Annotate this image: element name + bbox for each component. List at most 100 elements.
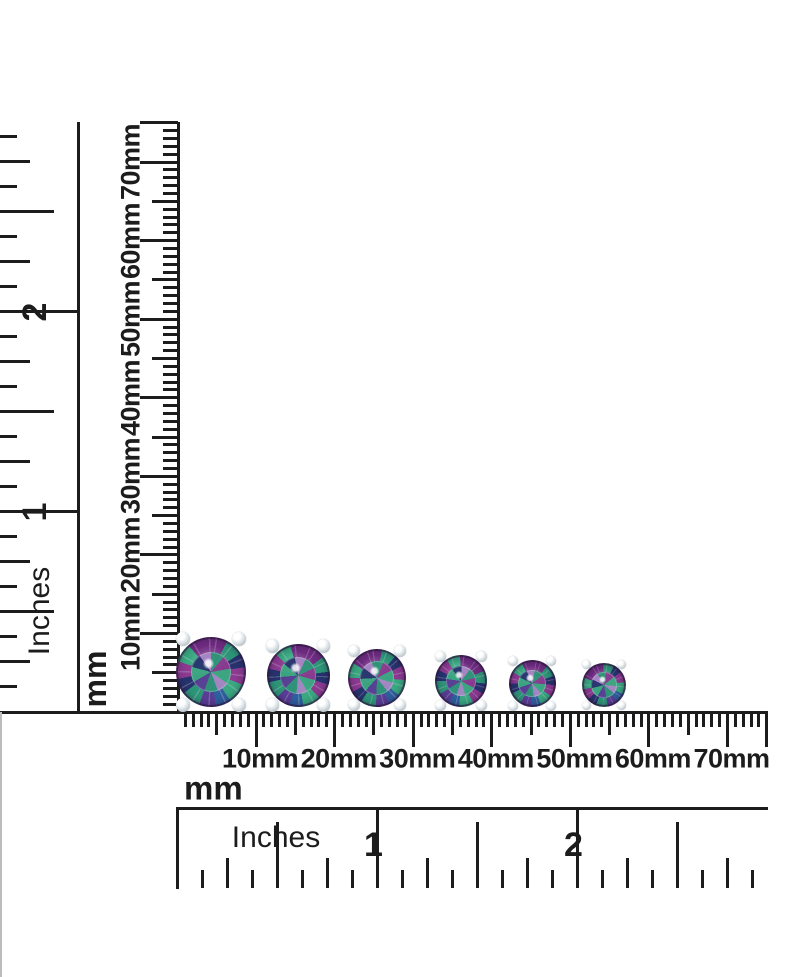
prong-tip	[508, 700, 519, 711]
tick-mark	[238, 713, 242, 727]
tick-mark	[140, 474, 178, 478]
prong-tip	[231, 631, 247, 647]
prong-tip	[266, 698, 280, 712]
tick-mark	[152, 514, 178, 518]
tick-mark	[309, 713, 313, 727]
tick-mark	[326, 858, 329, 888]
tick-mark	[270, 713, 274, 727]
tick-mark	[553, 713, 557, 727]
tick-mark	[545, 713, 549, 727]
tick-mark	[163, 136, 178, 140]
tick-mark	[163, 411, 178, 415]
tick-mark	[419, 713, 423, 727]
tick-mark	[201, 870, 204, 888]
tick-mark	[443, 713, 447, 727]
tick-mark	[163, 309, 178, 313]
tick-mark	[751, 870, 754, 888]
tick-mark	[183, 713, 187, 727]
gem-stone-face	[266, 644, 330, 707]
tick-mark	[163, 576, 178, 580]
tick-mark	[223, 713, 227, 727]
tick-mark	[140, 396, 178, 400]
tick-mark	[490, 713, 494, 747]
prong-tip	[434, 651, 446, 663]
ruler-line	[176, 807, 768, 810]
tick-mark	[152, 278, 178, 282]
tick-mark	[340, 713, 344, 727]
tick-mark	[285, 713, 289, 727]
tick-mark	[0, 660, 30, 663]
tick-mark	[427, 713, 431, 727]
photo-edge-artifact	[0, 712, 2, 977]
tick-mark	[411, 713, 415, 747]
tick-mark	[451, 870, 454, 888]
tick-mark	[626, 858, 629, 888]
prong-tip	[545, 656, 556, 667]
prong-tip	[616, 659, 627, 669]
prong-tip	[175, 631, 191, 647]
tick-mark	[0, 335, 17, 338]
tick-mark	[163, 647, 178, 651]
tick-mark	[163, 545, 178, 549]
tick-mark	[401, 870, 404, 888]
prong-tip	[434, 699, 446, 711]
tick-mark	[325, 713, 329, 727]
tick-mark	[301, 870, 304, 888]
prong-tip	[316, 698, 330, 712]
tick-mark	[163, 639, 178, 643]
tick-mark	[576, 810, 579, 888]
tick-mark	[163, 427, 178, 431]
tick-mark	[0, 135, 17, 138]
mm-scale-label: 20mm	[300, 743, 378, 774]
tick-mark	[726, 858, 729, 888]
tick-mark	[163, 223, 178, 227]
tick-mark	[0, 235, 17, 238]
tick-mark	[163, 482, 178, 486]
tick-mark	[0, 485, 17, 488]
tick-mark	[388, 713, 392, 727]
tick-mark	[163, 388, 178, 392]
gem-stone-face	[176, 637, 246, 707]
tick-mark	[403, 713, 407, 727]
tick-mark	[215, 713, 219, 735]
tick-mark	[0, 610, 54, 613]
prong-tip	[545, 700, 556, 711]
tick-mark	[163, 270, 178, 274]
tick-mark	[163, 616, 178, 620]
tick-mark	[501, 870, 504, 888]
prong-tip	[476, 699, 488, 711]
tick-mark	[647, 713, 651, 747]
tick-mark	[140, 160, 178, 164]
ruler-end-cap	[176, 807, 179, 889]
mystic-topaz-stud	[175, 631, 247, 713]
tick-mark	[163, 694, 178, 698]
tick-mark	[676, 822, 679, 888]
tick-mark	[364, 713, 368, 727]
tick-mark	[163, 254, 178, 258]
mm-scale-label: 70mm	[693, 743, 770, 774]
prong-tip	[394, 644, 407, 657]
tick-mark	[163, 191, 178, 195]
tick-mark	[733, 713, 737, 727]
mm-scale-label: 50mm	[536, 743, 613, 774]
tick-mark	[163, 529, 178, 533]
tick-mark	[163, 129, 178, 133]
tick-mark	[163, 176, 178, 180]
tick-mark	[529, 713, 533, 735]
tick-mark	[140, 553, 178, 557]
tick-mark	[0, 285, 17, 288]
prong-tip	[508, 656, 519, 667]
inch-number-label: 1	[364, 826, 383, 864]
tick-mark	[163, 537, 178, 541]
tick-mark	[163, 294, 178, 298]
tick-mark	[0, 635, 17, 638]
tick-mark	[380, 713, 384, 727]
tick-mark	[608, 713, 612, 735]
tick-mark	[701, 870, 704, 888]
prong-tip	[616, 701, 627, 711]
tick-mark	[230, 713, 234, 727]
tick-mark	[435, 713, 439, 727]
tick-mark	[140, 239, 178, 243]
